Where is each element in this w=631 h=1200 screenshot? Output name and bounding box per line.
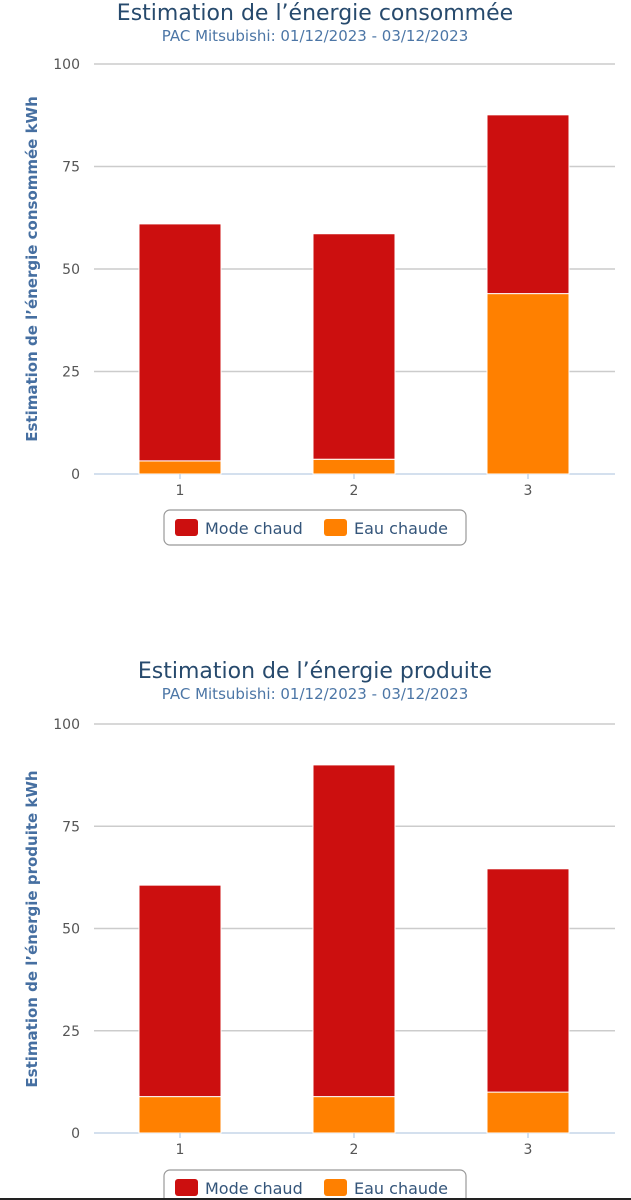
bar-eau-chaude[interactable] xyxy=(312,1096,396,1134)
chart-title: Estimation de l’énergie consommée xyxy=(117,1,513,26)
bar-eau-chaude[interactable] xyxy=(138,460,222,475)
y-tick-label: 0 xyxy=(71,467,80,483)
x-tick-label: 3 xyxy=(524,1142,533,1158)
y-tick-label: 25 xyxy=(62,365,80,381)
x-tick-label: 2 xyxy=(350,483,359,499)
legend-item-eau-chaude[interactable]: Eau chaude xyxy=(354,1179,448,1198)
y-axis-label: Estimation de l’énergie produite kWh xyxy=(23,770,41,1087)
y-tick-label: 100 xyxy=(53,717,80,733)
legend-box xyxy=(163,1169,467,1200)
bar-mode-chaud[interactable] xyxy=(138,884,222,1098)
x-tick-layer: 1 2 3 xyxy=(176,1133,533,1158)
bar-mode-chaud[interactable] xyxy=(138,223,222,462)
legend-swatch-mode-chaud xyxy=(175,519,198,536)
x-tick-label: 1 xyxy=(176,1142,185,1158)
legend-item-eau-chaude[interactable]: Eau chaude xyxy=(354,519,448,538)
y-tick-label: 50 xyxy=(62,262,80,278)
legend-swatch-eau-chaude xyxy=(324,519,347,536)
energy-produced-svg: Estimation de l’énergie produite PAC Mit… xyxy=(23,659,615,1200)
y-tick-label: 75 xyxy=(62,819,80,835)
chart-title: Estimation de l’énergie produite xyxy=(138,659,492,684)
y-axis-label: Estimation de l’énergie consommée kWh xyxy=(23,96,41,442)
energy-produced-chart: Estimation de l’énergie produite PAC Mit… xyxy=(0,640,631,1200)
y-tick-label: 0 xyxy=(71,1126,80,1142)
screen-bottom-edge xyxy=(0,1198,631,1200)
x-tick-label: 1 xyxy=(176,483,185,499)
bar-mode-chaud[interactable] xyxy=(312,233,396,460)
y-tick-label: 50 xyxy=(62,922,80,938)
bar-eau-chaude[interactable] xyxy=(138,1096,222,1134)
chart-subtitle: PAC Mitsubishi: 01/12/2023 - 03/12/2023 xyxy=(162,685,469,703)
x-tick-label: 3 xyxy=(524,483,533,499)
y-tick-label: 75 xyxy=(62,160,80,176)
legend-box xyxy=(163,509,467,546)
bar-eau-chaude[interactable] xyxy=(486,1091,570,1134)
bar-layer xyxy=(138,114,570,475)
legend-item-mode-chaud[interactable]: Mode chaud xyxy=(205,1179,303,1198)
legend-swatch-eau-chaude xyxy=(324,1179,347,1196)
x-tick-label: 2 xyxy=(350,1142,359,1158)
bar-mode-chaud[interactable] xyxy=(486,114,570,295)
x-tick-layer: 1 2 3 xyxy=(176,474,533,499)
bar-layer xyxy=(138,764,570,1134)
legend-swatch-mode-chaud xyxy=(175,1179,198,1196)
bar-eau-chaude[interactable] xyxy=(312,458,396,475)
bar-mode-chaud[interactable] xyxy=(486,868,570,1093)
energy-consumed-svg: Estimation de l’énergie consommée PAC Mi… xyxy=(23,1,615,546)
legend-item-mode-chaud[interactable]: Mode chaud xyxy=(205,519,303,538)
energy-consumed-chart: Estimation de l’énergie consommée PAC Mi… xyxy=(0,0,631,560)
chart-subtitle: PAC Mitsubishi: 01/12/2023 - 03/12/2023 xyxy=(162,27,469,45)
legend[interactable]: Mode chaud Eau chaude xyxy=(163,1169,467,1200)
bar-mode-chaud[interactable] xyxy=(312,764,396,1098)
y-tick-label: 25 xyxy=(62,1024,80,1040)
legend[interactable]: Mode chaud Eau chaude xyxy=(163,509,467,546)
y-tick-label: 100 xyxy=(53,57,80,73)
bar-eau-chaude[interactable] xyxy=(486,293,570,475)
